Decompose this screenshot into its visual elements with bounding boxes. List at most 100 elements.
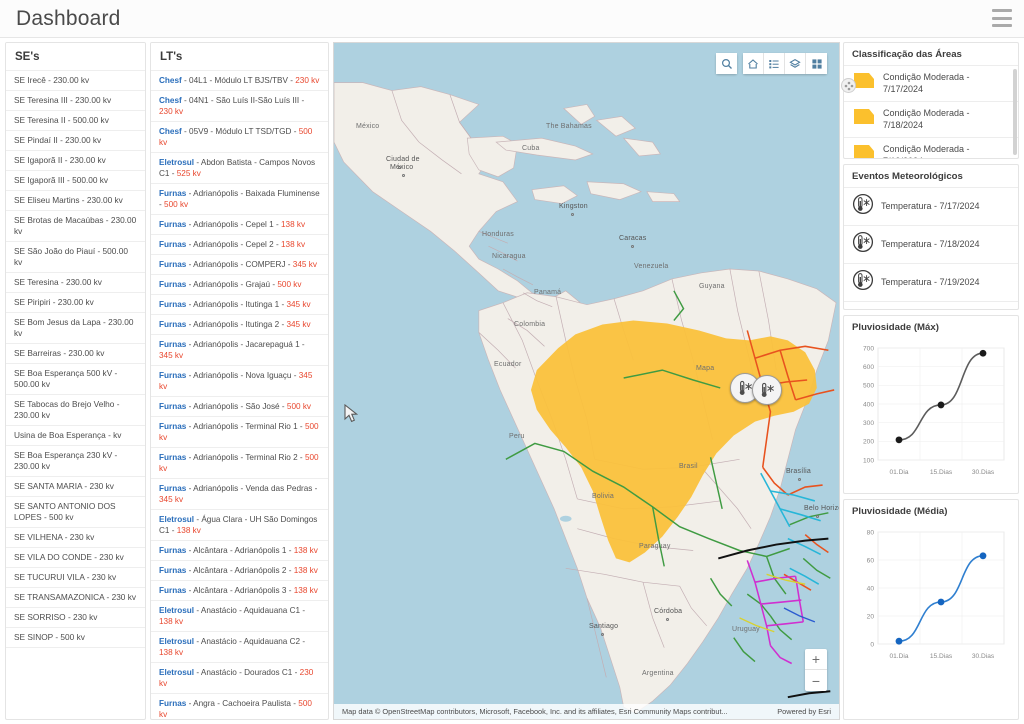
se-list-item-label: SE Eliseu Martins - 230.00 kv (14, 195, 123, 205)
se-list-item-label: SE São João do Piauí - 500.00 kv (14, 246, 128, 267)
lt-list-item[interactable]: Furnas - Adrianópolis - Grajaú - 500 kv (151, 274, 328, 294)
se-panel: SE's SE Irecê - 230.00 kv SE Teresina III… (5, 42, 146, 720)
lt-list-item[interactable]: Eletrosul - Anastácio - Dourados C1 - 23… (151, 662, 328, 693)
se-list-item[interactable]: SE Irecê - 230.00 kv (6, 70, 145, 90)
lt-list[interactable]: Chesf - 04L1 - Módulo LT BJS/TBV - 230 k… (151, 70, 328, 719)
se-list-item[interactable]: SE VILA DO CONDE - 230 kv (6, 547, 145, 567)
lt-owner-label: Furnas (159, 422, 187, 431)
lt-list-item[interactable]: Eletrosul - Água Clara - UH São Domingos… (151, 509, 328, 540)
se-list-item[interactable]: SE Bom Jesus da Lapa - 230.00 kv (6, 312, 145, 343)
se-list-item[interactable]: SE SANTA MARIA - 230 kv (6, 476, 145, 496)
se-list-item[interactable]: SE Brotas de Macaúbas - 230.00 kv (6, 210, 145, 241)
lt-list-item[interactable]: Furnas - Adrianópolis - Venda das Pedras… (151, 478, 328, 509)
lt-list-item[interactable]: Furnas - Adrianópolis - Cepel 1 - 138 kv (151, 214, 328, 234)
classification-list-item[interactable]: Condição Moderada - 7/19/2024 (844, 137, 1018, 158)
se-list-item[interactable]: SE Teresina III - 230.00 kv (6, 90, 145, 110)
se-list-item[interactable]: SE Boa Esperança 230 kV - 230.00 kv (6, 445, 145, 476)
lt-list-item[interactable]: Furnas - Adrianópolis - São José - 500 k… (151, 396, 328, 416)
event-list-item[interactable]: Temperatura - 7/17/2024 (844, 187, 1018, 225)
lt-list-item[interactable]: Furnas - Adrianópolis - Cepel 2 - 138 kv (151, 234, 328, 254)
lt-owner-label: Eletrosul (159, 158, 195, 167)
lt-list-item-text: Furnas - Adrianópolis - Itutinga 2 - 345… (159, 320, 311, 329)
lt-list-item[interactable]: Furnas - Alcântara - Adrianópolis 2 - 13… (151, 560, 328, 580)
lt-list-item[interactable]: Furnas - Angra - Cachoeira Paulista - 50… (151, 693, 328, 719)
classification-list-item[interactable]: Condição Moderada - 7/17/2024 (844, 65, 1018, 101)
lt-list-item[interactable]: Furnas - Adrianópolis - Jacarepaguá 1 - … (151, 334, 328, 365)
event-list-item[interactable]: Temperatura - 7/19/2024 (844, 263, 1018, 301)
lt-list-item[interactable]: Chesf - 04L1 - Módulo LT BJS/TBV - 230 k… (151, 70, 328, 90)
se-list-item[interactable]: SE Teresina II - 500.00 kv (6, 110, 145, 130)
lt-voltage-label: 345 kv (286, 320, 311, 329)
temperature-marker-icon[interactable] (752, 375, 782, 405)
lt-voltage-label: 230 kv (159, 668, 314, 688)
se-list-item[interactable]: SE VILHENA - 230 kv (6, 527, 145, 547)
chart-max-plot[interactable]: 100 200 300 400 500 600 700 01.Dia 15.Dias 30.Dia… (844, 338, 1018, 492)
lt-list-item[interactable]: Furnas - Adrianópolis - COMPERJ - 345 kv (151, 254, 328, 274)
se-list-item[interactable]: SE Barreiras - 230.00 kv (6, 343, 145, 363)
chart-media-plot[interactable]: 0 20 40 60 80 01.Dia 15.Dias 30.Dias (844, 522, 1018, 676)
lt-list-item[interactable]: Furnas - Adrianópolis - Nova Iguaçu - 34… (151, 365, 328, 396)
events-list[interactable]: Temperatura - 7/17/2024 Temperatura - 7/1… (844, 187, 1018, 301)
legend-list-icon[interactable] (764, 53, 785, 74)
se-list-item[interactable]: Usina de Boa Esperança - kv (6, 425, 145, 445)
lt-voltage-label: 138 kv (293, 566, 318, 575)
basemap-gallery-icon[interactable] (806, 53, 827, 74)
classification-scrollbar[interactable] (1013, 69, 1017, 155)
se-list-item-label: SE VILHENA - 230 kv (14, 532, 95, 542)
lt-name-label: Água Clara - UH São Domingos C1 (159, 515, 318, 535)
classification-list-item[interactable]: Condição Moderada - 7/18/2024 (844, 101, 1018, 137)
se-list-item[interactable]: SE Pindaí II - 230.00 kv (6, 130, 145, 150)
se-list-item[interactable]: SE Igaporã III - 500.00 kv (6, 170, 145, 190)
lt-name-label: Adrianópolis - Itutinga 1 (193, 300, 280, 309)
layers-icon[interactable] (785, 53, 806, 74)
lt-list-item[interactable]: Eletrosul - Abdon Batista - Campos Novos… (151, 152, 328, 183)
se-list-item[interactable]: SE TRANSAMAZONICA - 230 kv (6, 587, 145, 607)
se-list-item[interactable]: SE SINOP - 500 kv (6, 627, 145, 647)
se-list-item-label: SE Teresina III - 230.00 kv (14, 95, 112, 105)
zoom-in-button[interactable]: + (805, 649, 827, 670)
se-list-item[interactable]: SE Igaporã II - 230.00 kv (6, 150, 145, 170)
lt-voltage-label: 230 kv (295, 76, 320, 85)
lt-list-item[interactable]: Chesf - 05V9 - Módulo LT TSD/TGD - 500 k… (151, 121, 328, 152)
chart-max-title: Pluviosidade (Máx) (852, 322, 939, 333)
se-list-item[interactable]: SE Teresina - 230.00 kv (6, 272, 145, 292)
se-list-item[interactable]: SE SANTO ANTONIO DOS LOPES - 500 kv (6, 496, 145, 527)
se-list-item[interactable]: SE Boa Esperança 500 kV - 500.00 kv (6, 363, 145, 394)
lt-owner-label: Furnas (159, 320, 187, 329)
classification-list[interactable]: Condição Moderada - 7/17/2024 Condição Mo… (844, 65, 1018, 158)
search-icon[interactable] (716, 53, 737, 74)
map-city-dot (631, 245, 634, 248)
page-title: Dashboard (16, 6, 121, 30)
lt-list-item[interactable]: Eletrosul - Anastácio - Aquidauana C2 - … (151, 631, 328, 662)
lt-list-item[interactable]: Furnas - Alcântara - Adrianópolis 3 - 13… (151, 580, 328, 600)
se-list-item[interactable]: SE São João do Piauí - 500.00 kv (6, 241, 145, 272)
lt-list-item[interactable]: Eletrosul - Anastácio - Aquidauana C1 - … (151, 600, 328, 631)
svg-text:300: 300 (863, 420, 874, 427)
se-list-item-label: SE TUCURUI VILA - 230 kv (14, 572, 117, 582)
lt-list-item[interactable]: Furnas - Adrianópolis - Itutinga 2 - 345… (151, 314, 328, 334)
se-list-item[interactable]: SE TUCURUI VILA - 230 kv (6, 567, 145, 587)
se-list-item[interactable]: SE SORRISO - 230 kv (6, 607, 145, 627)
lt-list-item[interactable]: Furnas - Adrianópolis - Baixada Fluminen… (151, 183, 328, 214)
lt-list-item[interactable]: Furnas - Adrianópolis - Itutinga 1 - 345… (151, 294, 328, 314)
map-zoom-controls: + − (805, 649, 827, 691)
se-list-item[interactable]: SE Piripiri - 230.00 kv (6, 292, 145, 312)
event-list-item[interactable]: Temperatura - 7/18/2024 (844, 225, 1018, 263)
lt-owner-label: Furnas (159, 280, 187, 289)
se-list[interactable]: SE Irecê - 230.00 kv SE Teresina III - 23… (6, 70, 145, 719)
hamburger-menu-icon[interactable] (992, 9, 1012, 27)
se-list-item-label: SE SANTA MARIA - 230 kv (14, 481, 114, 491)
map-view[interactable]: México Ciudad de México The Bahamas Cuba King… (333, 42, 840, 720)
lt-list-item[interactable]: Chesf - 04N1 - São Luís II-São Luís III … (151, 90, 328, 121)
se-list-item[interactable]: SE Tabocas do Brejo Velho - 230.00 kv (6, 394, 145, 425)
zoom-out-button[interactable]: − (811, 672, 821, 689)
panel-expand-handle[interactable] (841, 78, 856, 93)
se-list-item-label: SE Igaporã II - 230.00 kv (14, 155, 106, 165)
home-icon[interactable] (743, 53, 764, 74)
lt-list-item[interactable]: Furnas - Adrianópolis - Terminal Rio 1 -… (151, 416, 328, 447)
lt-list-item[interactable]: Furnas - Alcântara - Adrianópolis 1 - 13… (151, 540, 328, 560)
se-list-item[interactable]: SE Eliseu Martins - 230.00 kv (6, 190, 145, 210)
lt-list-item[interactable]: Furnas - Adrianópolis - Terminal Rio 2 -… (151, 447, 328, 478)
lt-voltage-label: 138 kv (280, 240, 306, 249)
se-list-item-label: SE Teresina II - 500.00 kv (14, 115, 109, 125)
